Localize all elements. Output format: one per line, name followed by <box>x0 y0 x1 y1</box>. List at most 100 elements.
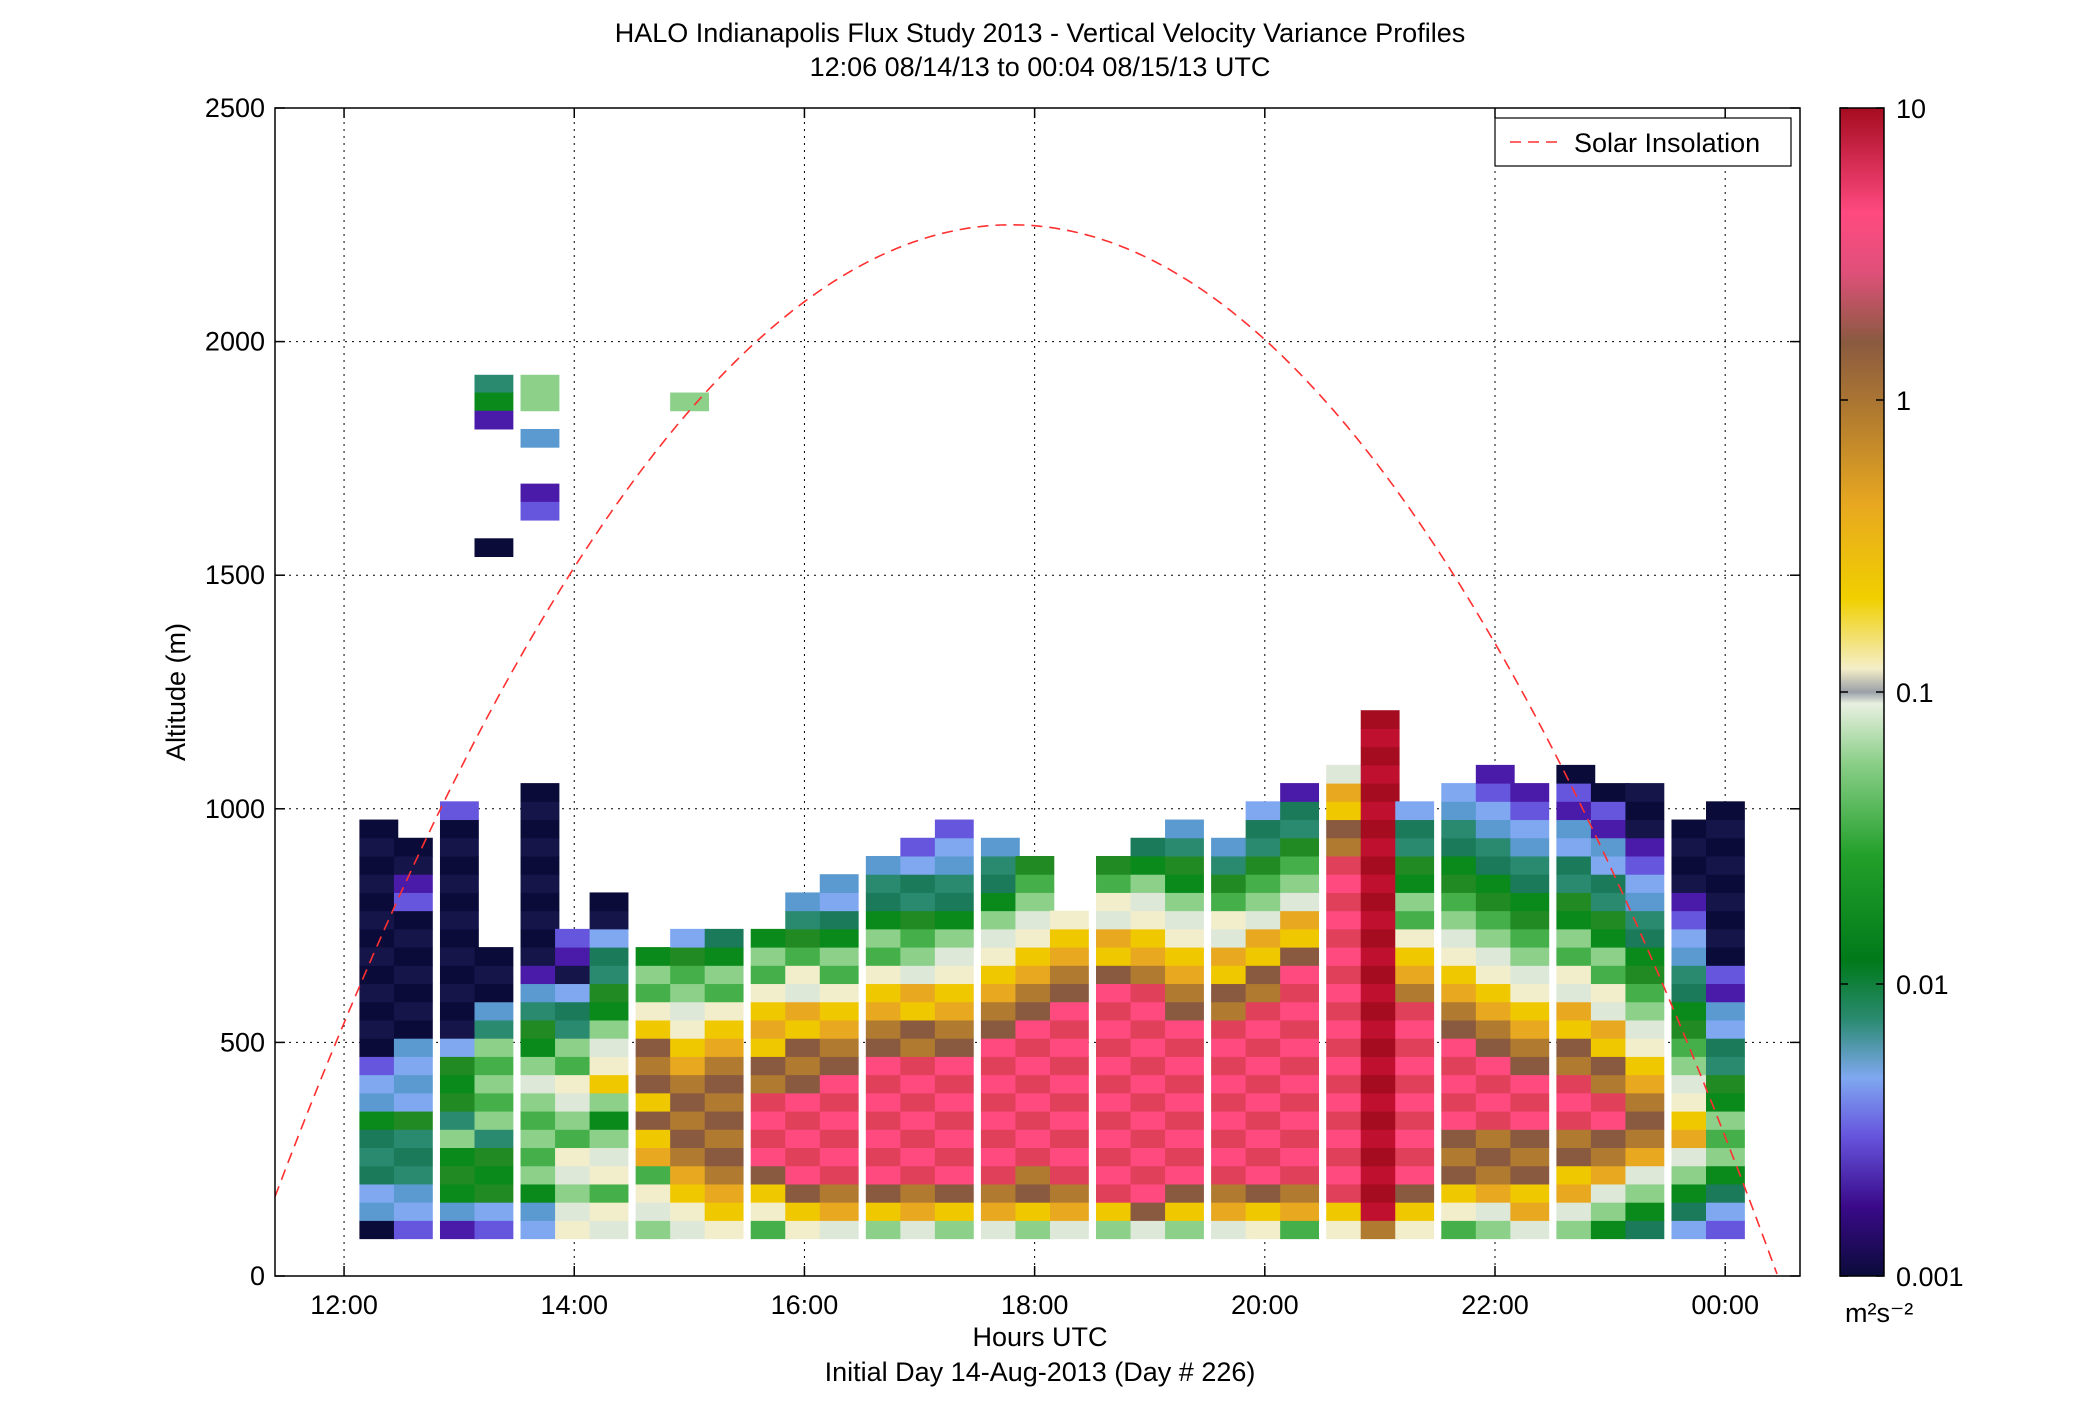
chart-title: HALO Indianapolis Flux Study 2013 - Vert… <box>615 18 1465 48</box>
variance-cell <box>1510 892 1550 912</box>
variance-cell <box>555 1019 594 1039</box>
variance-cell <box>1165 1092 1204 1112</box>
variance-cell <box>474 965 514 985</box>
variance-cell <box>1395 1038 1435 1057</box>
variance-cell <box>900 1220 940 1240</box>
variance-cell <box>439 965 479 985</box>
variance-cell <box>1049 1092 1089 1112</box>
variance-cell <box>393 1019 433 1039</box>
variance-cell <box>1280 1202 1320 1221</box>
variance-cell <box>1360 728 1400 748</box>
variance-cell <box>670 928 710 948</box>
variance-cell <box>1590 1038 1630 1057</box>
variance-cell <box>704 1165 744 1185</box>
variance-cell <box>1280 1019 1320 1039</box>
variance-cell <box>865 983 905 1003</box>
variance-cell <box>635 1038 675 1057</box>
variance-cell <box>670 1092 710 1112</box>
variance-cell <box>439 928 479 948</box>
variance-cell <box>1280 837 1320 857</box>
variance-cell <box>1475 764 1515 784</box>
variance-cell <box>865 928 905 948</box>
variance-cell <box>635 1092 675 1112</box>
variance-cell <box>1015 983 1055 1003</box>
variance-cell <box>520 1038 560 1057</box>
variance-cell <box>1475 1092 1515 1112</box>
variance-cell <box>1245 947 1285 966</box>
variance-cell <box>1706 965 1745 985</box>
variance-cell <box>1441 892 1481 912</box>
variance-cell <box>1096 1092 1135 1112</box>
variance-cell <box>1096 1183 1135 1203</box>
variance-cell <box>1326 965 1366 985</box>
variance-cell <box>1245 1220 1285 1240</box>
variance-cell <box>474 538 514 558</box>
variance-cell <box>1625 1056 1665 1076</box>
variance-cell <box>1360 801 1400 821</box>
variance-cell <box>1590 1111 1630 1130</box>
variance-cell <box>1360 819 1400 839</box>
variance-cell <box>900 965 940 985</box>
variance-cell <box>1360 947 1400 966</box>
legend: Solar Insolation <box>1494 117 1792 167</box>
variance-cell <box>1326 874 1366 893</box>
variance-cell <box>1165 819 1204 839</box>
variance-cell <box>1360 1074 1400 1094</box>
variance-cell <box>819 1019 859 1039</box>
variance-cell <box>1475 1183 1515 1203</box>
variance-cell <box>980 965 1020 985</box>
variance-cell <box>1245 910 1285 930</box>
variance-cell <box>1395 1056 1435 1076</box>
variance-cell <box>474 1056 514 1076</box>
variance-cell <box>1211 1202 1250 1221</box>
variance-cell <box>1671 1056 1711 1076</box>
variance-cell <box>1245 1111 1285 1130</box>
variance-cell <box>589 983 629 1003</box>
variance-cell <box>439 837 479 857</box>
variance-cell <box>1096 1001 1135 1021</box>
variance-cell <box>474 1001 514 1021</box>
variance-cell <box>1395 1129 1435 1149</box>
variance-cell <box>1590 910 1630 930</box>
variance-cell <box>1590 1092 1630 1112</box>
variance-cell <box>1706 819 1745 839</box>
variance-cell <box>1096 1056 1135 1076</box>
variance-cell <box>819 1074 859 1094</box>
variance-cell <box>1706 1147 1745 1167</box>
variance-cell <box>1556 819 1596 839</box>
variance-cell <box>1556 1111 1596 1130</box>
variance-cell <box>589 1038 629 1057</box>
variance-cell <box>1395 928 1435 948</box>
variance-cell <box>1245 1056 1285 1076</box>
variance-cell <box>1625 1111 1665 1130</box>
variance-cell <box>1556 1092 1596 1112</box>
variance-cell <box>1671 928 1711 948</box>
variance-cell <box>1280 783 1320 802</box>
variance-cell <box>934 837 974 857</box>
variance-cell <box>1096 1038 1135 1057</box>
variance-cell <box>439 1220 479 1240</box>
variance-cell <box>439 1019 479 1039</box>
variance-cell <box>819 1165 859 1185</box>
variance-cell <box>1395 1092 1435 1112</box>
variance-cell <box>704 1056 744 1076</box>
variance-cell <box>439 1202 479 1221</box>
variance-cell <box>1245 1092 1285 1112</box>
variance-cell <box>1165 837 1204 857</box>
variance-cell <box>474 1129 514 1149</box>
variance-cell <box>1360 1129 1400 1149</box>
variance-cell <box>555 1165 594 1185</box>
variance-cell <box>1049 1165 1089 1185</box>
variance-cell <box>439 983 479 1003</box>
variance-cell <box>750 928 790 948</box>
variance-cell <box>819 892 859 912</box>
variance-cell <box>1556 1147 1596 1167</box>
variance-cell <box>1510 874 1550 893</box>
variance-cell <box>865 874 905 893</box>
variance-cell <box>1510 910 1550 930</box>
y-tick-label: 2500 <box>205 93 265 123</box>
variance-cell <box>934 1038 974 1057</box>
variance-cell <box>1280 1220 1320 1240</box>
variance-cell <box>1049 910 1089 930</box>
variance-cell <box>1326 947 1366 966</box>
